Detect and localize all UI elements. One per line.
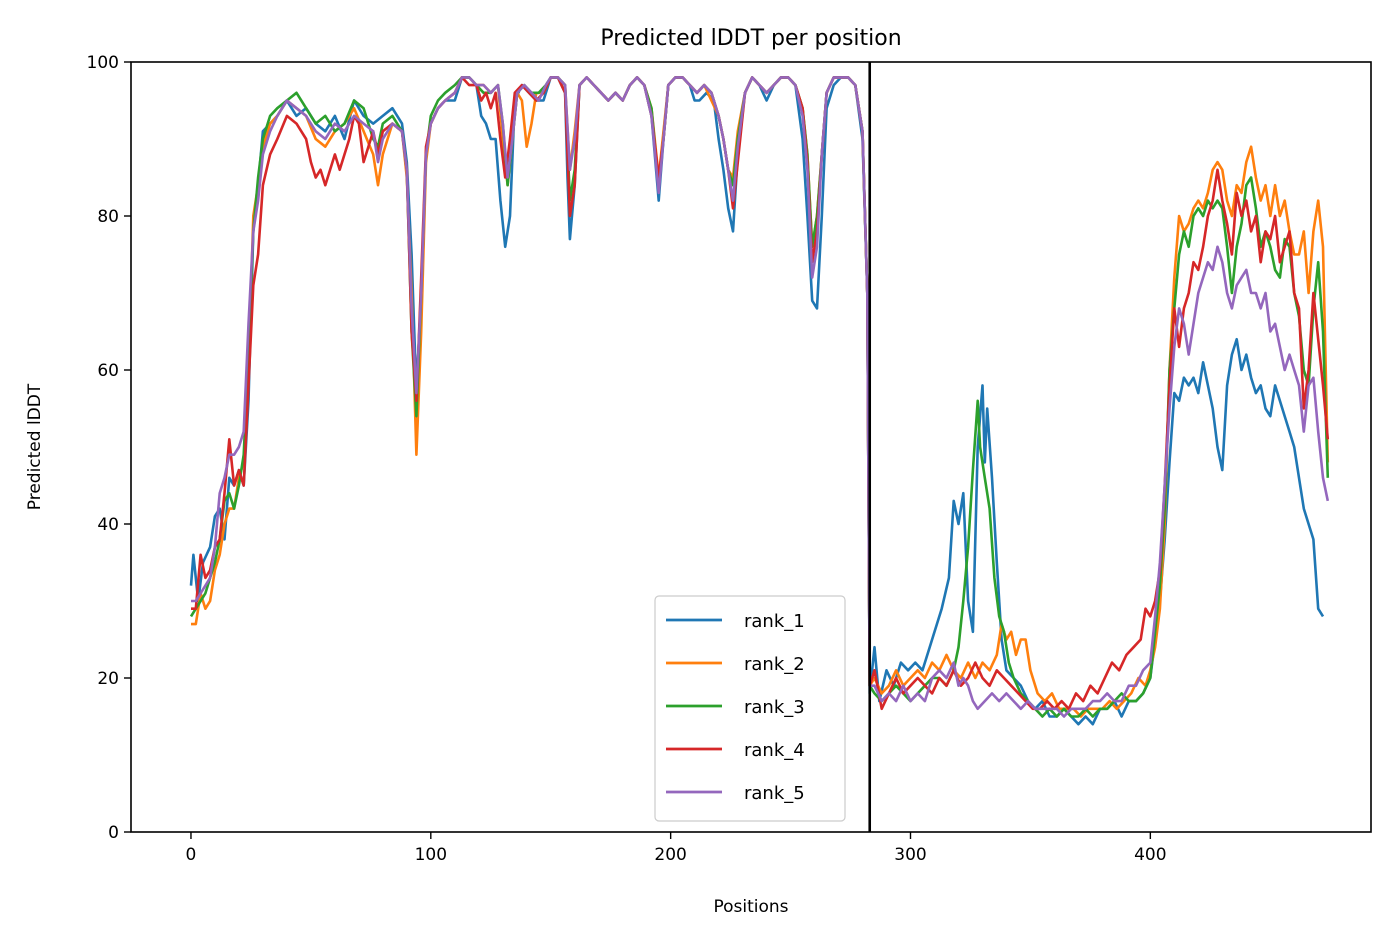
y-tick-label: 60 — [97, 361, 119, 381]
y-axis: 0 20 40 60 80 100 — [87, 53, 131, 843]
x-tick-label: 400 — [1134, 845, 1166, 865]
legend-label-rank-5: rank_5 — [744, 783, 805, 804]
x-tick-label: 0 — [186, 845, 197, 865]
y-tick-label: 20 — [97, 669, 119, 689]
legend-label-rank-3: rank_3 — [744, 697, 805, 718]
x-tick-label: 200 — [654, 845, 686, 865]
x-tick-label: 300 — [894, 845, 926, 865]
y-tick-label: 40 — [97, 515, 119, 535]
y-tick-label: 100 — [87, 53, 119, 73]
legend: rank_1 rank_2 rank_3 rank_4 rank_5 — [654, 595, 846, 822]
legend-box — [654, 595, 846, 822]
series-line-rank-5 — [191, 76, 1330, 718]
y-tick-label: 0 — [108, 823, 119, 843]
x-axis-label: Positions — [713, 897, 788, 917]
plot-frame — [130, 61, 1372, 833]
y-axis-label: Predicted lDDT — [25, 383, 45, 510]
series-layer — [189, 76, 1330, 726]
legend-label-rank-2: rank_2 — [744, 654, 805, 675]
chart-title: Predicted lDDT per position — [600, 26, 901, 51]
legend-label-rank-1: rank_1 — [744, 611, 805, 632]
x-tick-label: 100 — [415, 845, 447, 865]
legend-label-rank-4: rank_4 — [744, 740, 805, 761]
x-axis: 0 100 200 300 400 — [186, 832, 1167, 865]
y-tick-label: 80 — [97, 207, 119, 227]
